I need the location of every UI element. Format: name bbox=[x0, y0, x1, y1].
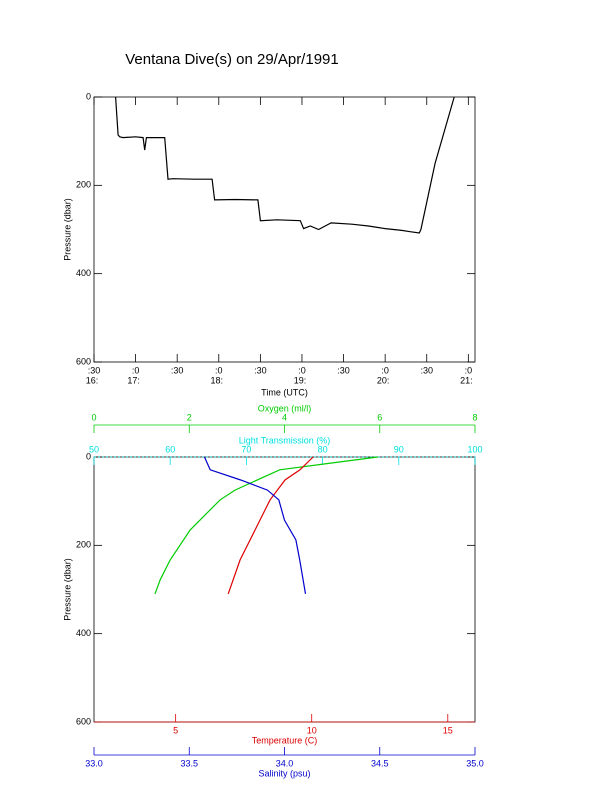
x-axis-label: Time (UTC) bbox=[261, 387, 308, 397]
x-tick-label: 35.0 bbox=[466, 758, 484, 768]
x-tick-label: 60 bbox=[165, 444, 175, 454]
x-tick-hour-label: 19: bbox=[294, 375, 307, 385]
x-tick-hour-label: 17: bbox=[127, 375, 140, 385]
x-tick-label: 34.5 bbox=[371, 758, 389, 768]
data-line bbox=[115, 96, 455, 234]
x-tick-label: :0 bbox=[298, 365, 306, 375]
x-tick-label: :30 bbox=[337, 365, 350, 375]
x-tick-label: :30 bbox=[254, 365, 267, 375]
y-tick-label: 200 bbox=[76, 180, 91, 190]
x-tick-label: :30 bbox=[88, 365, 101, 375]
x-tick-label: 15 bbox=[443, 725, 453, 735]
x-axis-label: Light Transmission (%) bbox=[239, 435, 331, 445]
x-tick-label: 33.0 bbox=[85, 758, 103, 768]
x-tick-label: 80 bbox=[318, 444, 328, 454]
x-tick-label: 70 bbox=[241, 444, 251, 454]
x-tick-label: 34.0 bbox=[276, 758, 294, 768]
x-axis-label: Salinity (psu) bbox=[258, 768, 310, 778]
profile-line bbox=[227, 456, 314, 595]
y-tick-label: 0 bbox=[86, 451, 91, 461]
x-axis-label: Oxygen (ml/l) bbox=[258, 403, 312, 413]
profile-line bbox=[154, 456, 378, 595]
x-tick-label: 6 bbox=[377, 412, 382, 422]
x-tick-label: 8 bbox=[472, 412, 477, 422]
x-tick-hour-label: 21: bbox=[460, 375, 473, 385]
plot-frame bbox=[93, 96, 476, 363]
x-tick-label: :30 bbox=[420, 365, 433, 375]
x-tick-label: 33.5 bbox=[180, 758, 198, 768]
x-tick-label: 0 bbox=[91, 412, 96, 422]
y-tick-label: 0 bbox=[86, 91, 91, 101]
y-tick-label: 400 bbox=[76, 628, 91, 638]
x-tick-label: :0 bbox=[381, 365, 389, 375]
x-tick-label: 90 bbox=[394, 444, 404, 454]
x-tick-label: :0 bbox=[132, 365, 140, 375]
x-tick-label: 100 bbox=[467, 444, 482, 454]
x-tick-label: :0 bbox=[465, 365, 473, 375]
x-tick-hour-label: 18: bbox=[211, 375, 224, 385]
x-tick-label: 5 bbox=[173, 725, 178, 735]
chart-title: Ventana Dive(s) on 29/Apr/1991 bbox=[125, 51, 338, 68]
y-tick-label: 400 bbox=[76, 268, 91, 278]
x-tick-label: 10 bbox=[307, 725, 317, 735]
profile-line bbox=[203, 456, 307, 595]
y-axis-label: Pressure (dbar) bbox=[62, 558, 72, 621]
x-axis-label: Temperature (C) bbox=[252, 735, 318, 745]
x-tick-label: 4 bbox=[282, 412, 287, 422]
y-tick-label: 200 bbox=[76, 540, 91, 550]
y-axis-label: Pressure (dbar) bbox=[62, 198, 72, 261]
x-tick-label: 50 bbox=[89, 444, 99, 454]
x-tick-label: 2 bbox=[187, 412, 192, 422]
x-tick-label: :0 bbox=[215, 365, 223, 375]
x-tick-label: :30 bbox=[171, 365, 184, 375]
y-tick-label: 600 bbox=[76, 716, 91, 726]
x-tick-hour-label: 20: bbox=[377, 375, 390, 385]
y-tick-label: 600 bbox=[76, 356, 91, 366]
x-tick-hour-label: 16: bbox=[86, 375, 99, 385]
